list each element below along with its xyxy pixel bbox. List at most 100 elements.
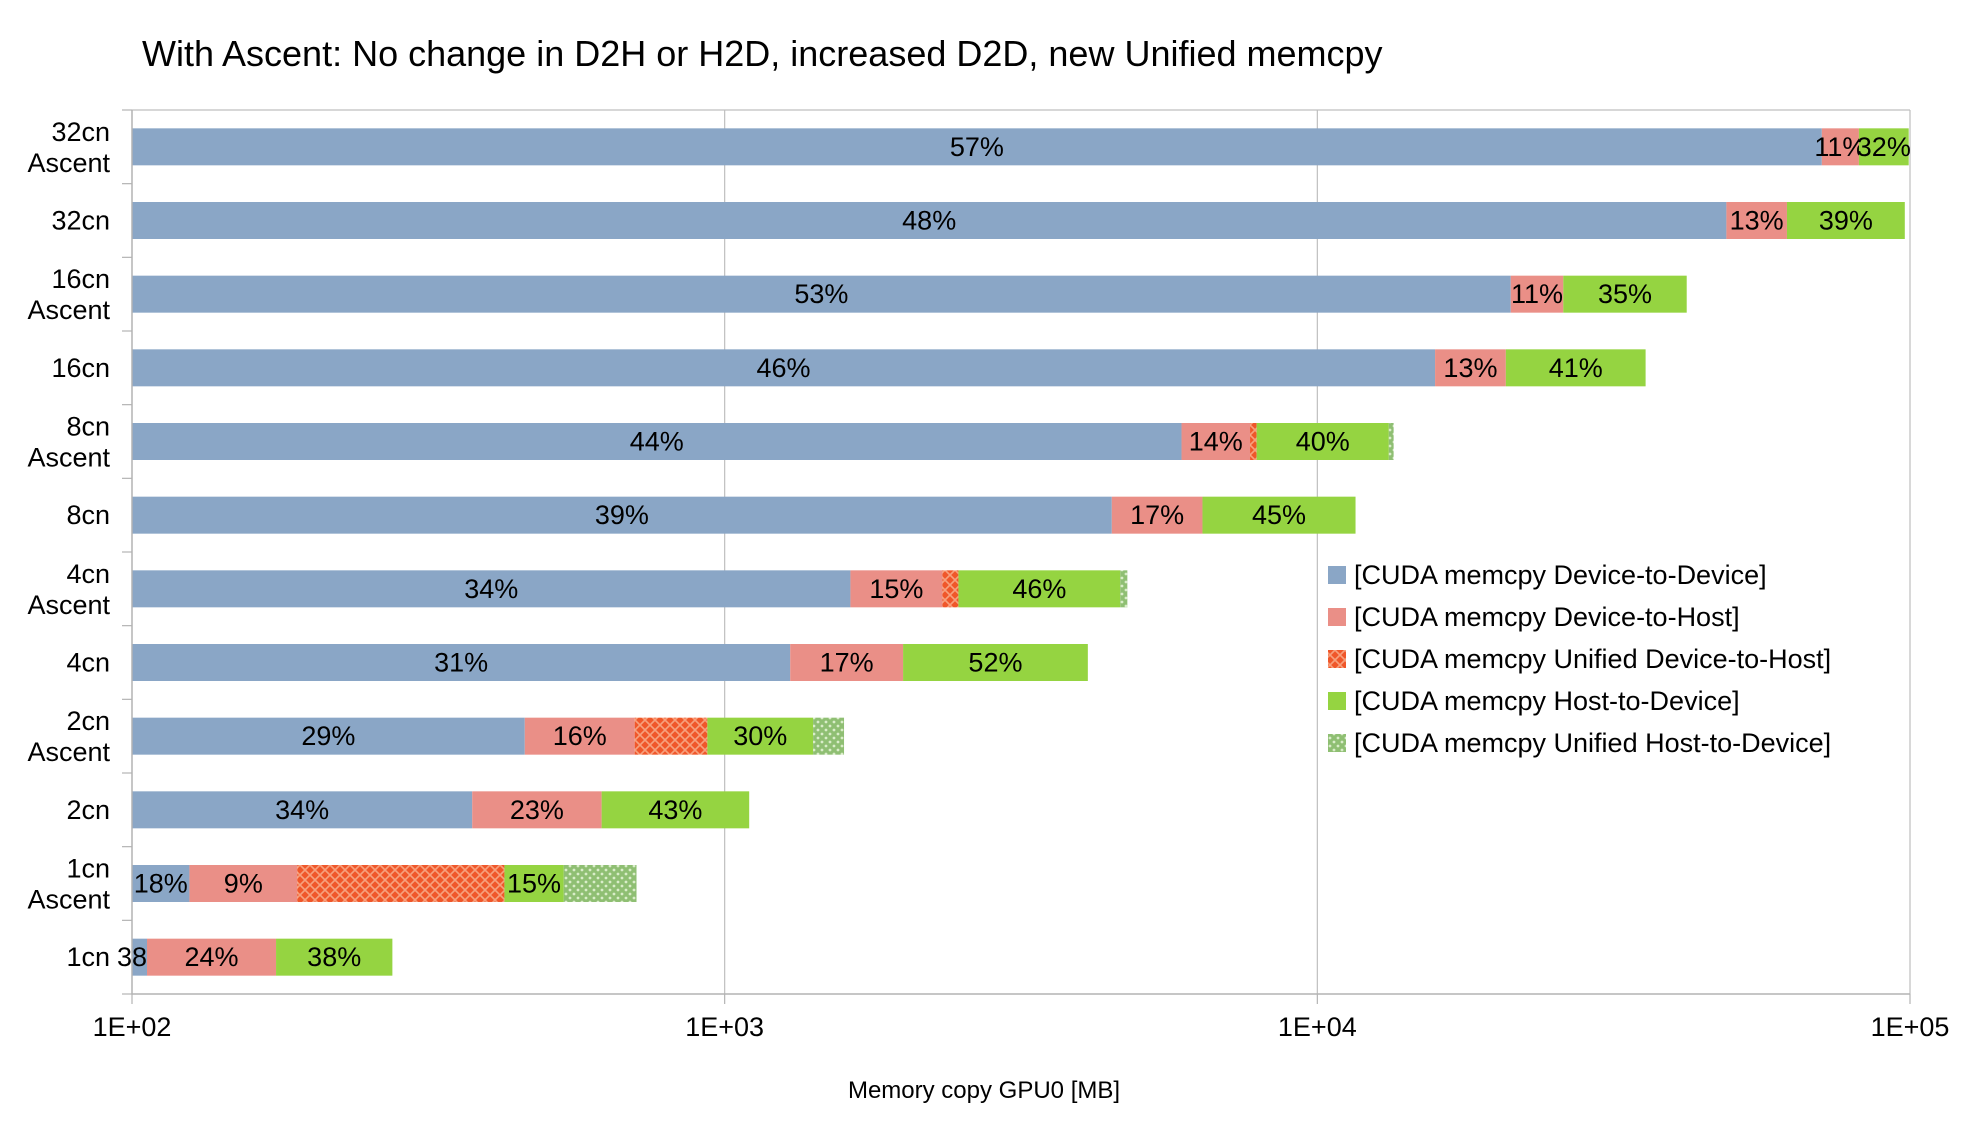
data-label: 15% [869,574,923,604]
bar-segment [1250,423,1257,460]
bar-segment [189,865,298,902]
y-tick-label: 16cn [51,353,110,383]
data-label: 43% [648,795,702,825]
axes: 32cn Ascent 32cn 16cn Ascent 16cn 8cn Ascent 8cn… [27,109,1950,1042]
y-tick-label: 2cn [66,795,110,825]
y-tick-label: 2cn Ascent [27,706,110,767]
bar-segment [1726,202,1787,239]
legend-label: [CUDA memcpy Device-to-Host] [1354,602,1740,632]
legend-label: [CUDA memcpy Device-to-Device] [1354,560,1767,590]
bar-segment [903,644,1088,681]
legend-swatch [1328,650,1346,668]
data-label: 14% [1189,427,1243,457]
bar-segment [132,570,851,608]
y-tick-label: 4cn Ascent [27,559,110,620]
bar-segment [504,865,564,902]
data-label: 30% [733,721,787,751]
gridlines [131,109,1911,994]
bar-segment [1388,423,1394,460]
data-label: 39% [1819,206,1873,236]
legend-label: [CUDA memcpy Unified Host-to-Device] [1354,728,1831,758]
data-label: 13% [1443,353,1497,383]
chart-title: With Ascent: No change in D2H or H2D, in… [142,33,1383,74]
bar-segment [132,349,1436,387]
bar-segment [1435,349,1506,387]
y-tick-label: 8cn Ascent [27,412,110,473]
y-tick-label: 4cn [66,648,110,678]
bar-segment [1181,423,1251,460]
bar-segment [1858,128,1909,166]
bar-segment [1786,202,1905,239]
y-tick-label: 32cn [51,206,110,236]
data-label: 40% [1296,427,1350,457]
bar-segment [1510,275,1564,313]
legend: [CUDA memcpy Device-to-Device] [CUDA memc… [1328,560,1831,758]
data-label: 46% [1012,574,1066,604]
data-label: 24% [184,942,238,972]
bar-segment [132,791,473,829]
data-label: 11% [1814,132,1866,162]
data-label: 17% [1130,500,1184,530]
legend-label: [CUDA memcpy Unified Device-to-Host] [1354,644,1831,674]
bar-segment [813,717,845,755]
bar-segment [563,865,637,902]
bar-segment [601,791,750,829]
bar-segment [1821,128,1859,166]
bar-segment [132,644,791,681]
bar-segment [790,644,904,681]
data-label: 9% [224,869,263,899]
data-label: 11% [1511,279,1563,309]
bar-segment [297,865,505,902]
y-tick-label: 8cn [66,500,110,530]
data-label: 48% [902,206,956,236]
bar-segment [942,570,959,608]
x-tick-label: 1E+04 [1278,1012,1357,1042]
bar-segment [524,717,635,755]
data-label: 15% [507,869,561,899]
y-tick-label: 1cn [66,942,110,972]
data-label: 35% [1598,279,1652,309]
bar-segment [132,717,525,755]
legend-swatch [1328,692,1346,710]
data-label: 45% [1252,500,1306,530]
bar-segment [1202,496,1356,534]
data-label: 18% [134,869,188,899]
data-label: 17% [820,648,874,678]
bar-segment [472,791,602,829]
legend-swatch [1328,734,1346,752]
data-label: 23% [510,795,564,825]
bar-segment [276,938,393,976]
data-label: 39% [595,500,649,530]
bar-segment [132,938,147,976]
data-label: 41% [1549,353,1603,383]
bar-segment [132,275,1511,313]
data-label: 29% [301,721,355,751]
data-label: 46% [757,353,811,383]
data-label: 13% [1730,206,1784,236]
data-label: 57% [950,132,1004,162]
data-label: 34% [275,795,329,825]
bar-segment [146,938,277,976]
bar-segment [132,423,1182,460]
bar-segment [1111,496,1203,534]
data-label: 32% [1857,132,1911,162]
x-tick-label: 1E+03 [685,1012,764,1042]
legend-label: [CUDA memcpy Host-to-Device] [1354,686,1740,716]
x-tick-label: 1E+02 [93,1012,172,1042]
bar-segment [1256,423,1389,460]
data-label: 52% [968,648,1022,678]
x-tick-label: 1E+05 [1871,1012,1950,1042]
y-tick-label: 32cn Ascent [27,117,110,178]
data-label: 44% [630,427,684,457]
data-label: 16% [553,721,607,751]
bars: 57% 11%32%48% 13% 39%53% 11% 35%46% 13% 41%44% 1… [117,128,1911,976]
data-label: 53% [794,279,848,309]
bar-segment [958,570,1121,608]
bar-segment [132,496,1112,534]
data-label: 31% [434,648,488,678]
bar-segment [1120,570,1128,608]
y-tick-label: 16cn Ascent [27,264,110,325]
data-label: 38% [307,942,361,972]
